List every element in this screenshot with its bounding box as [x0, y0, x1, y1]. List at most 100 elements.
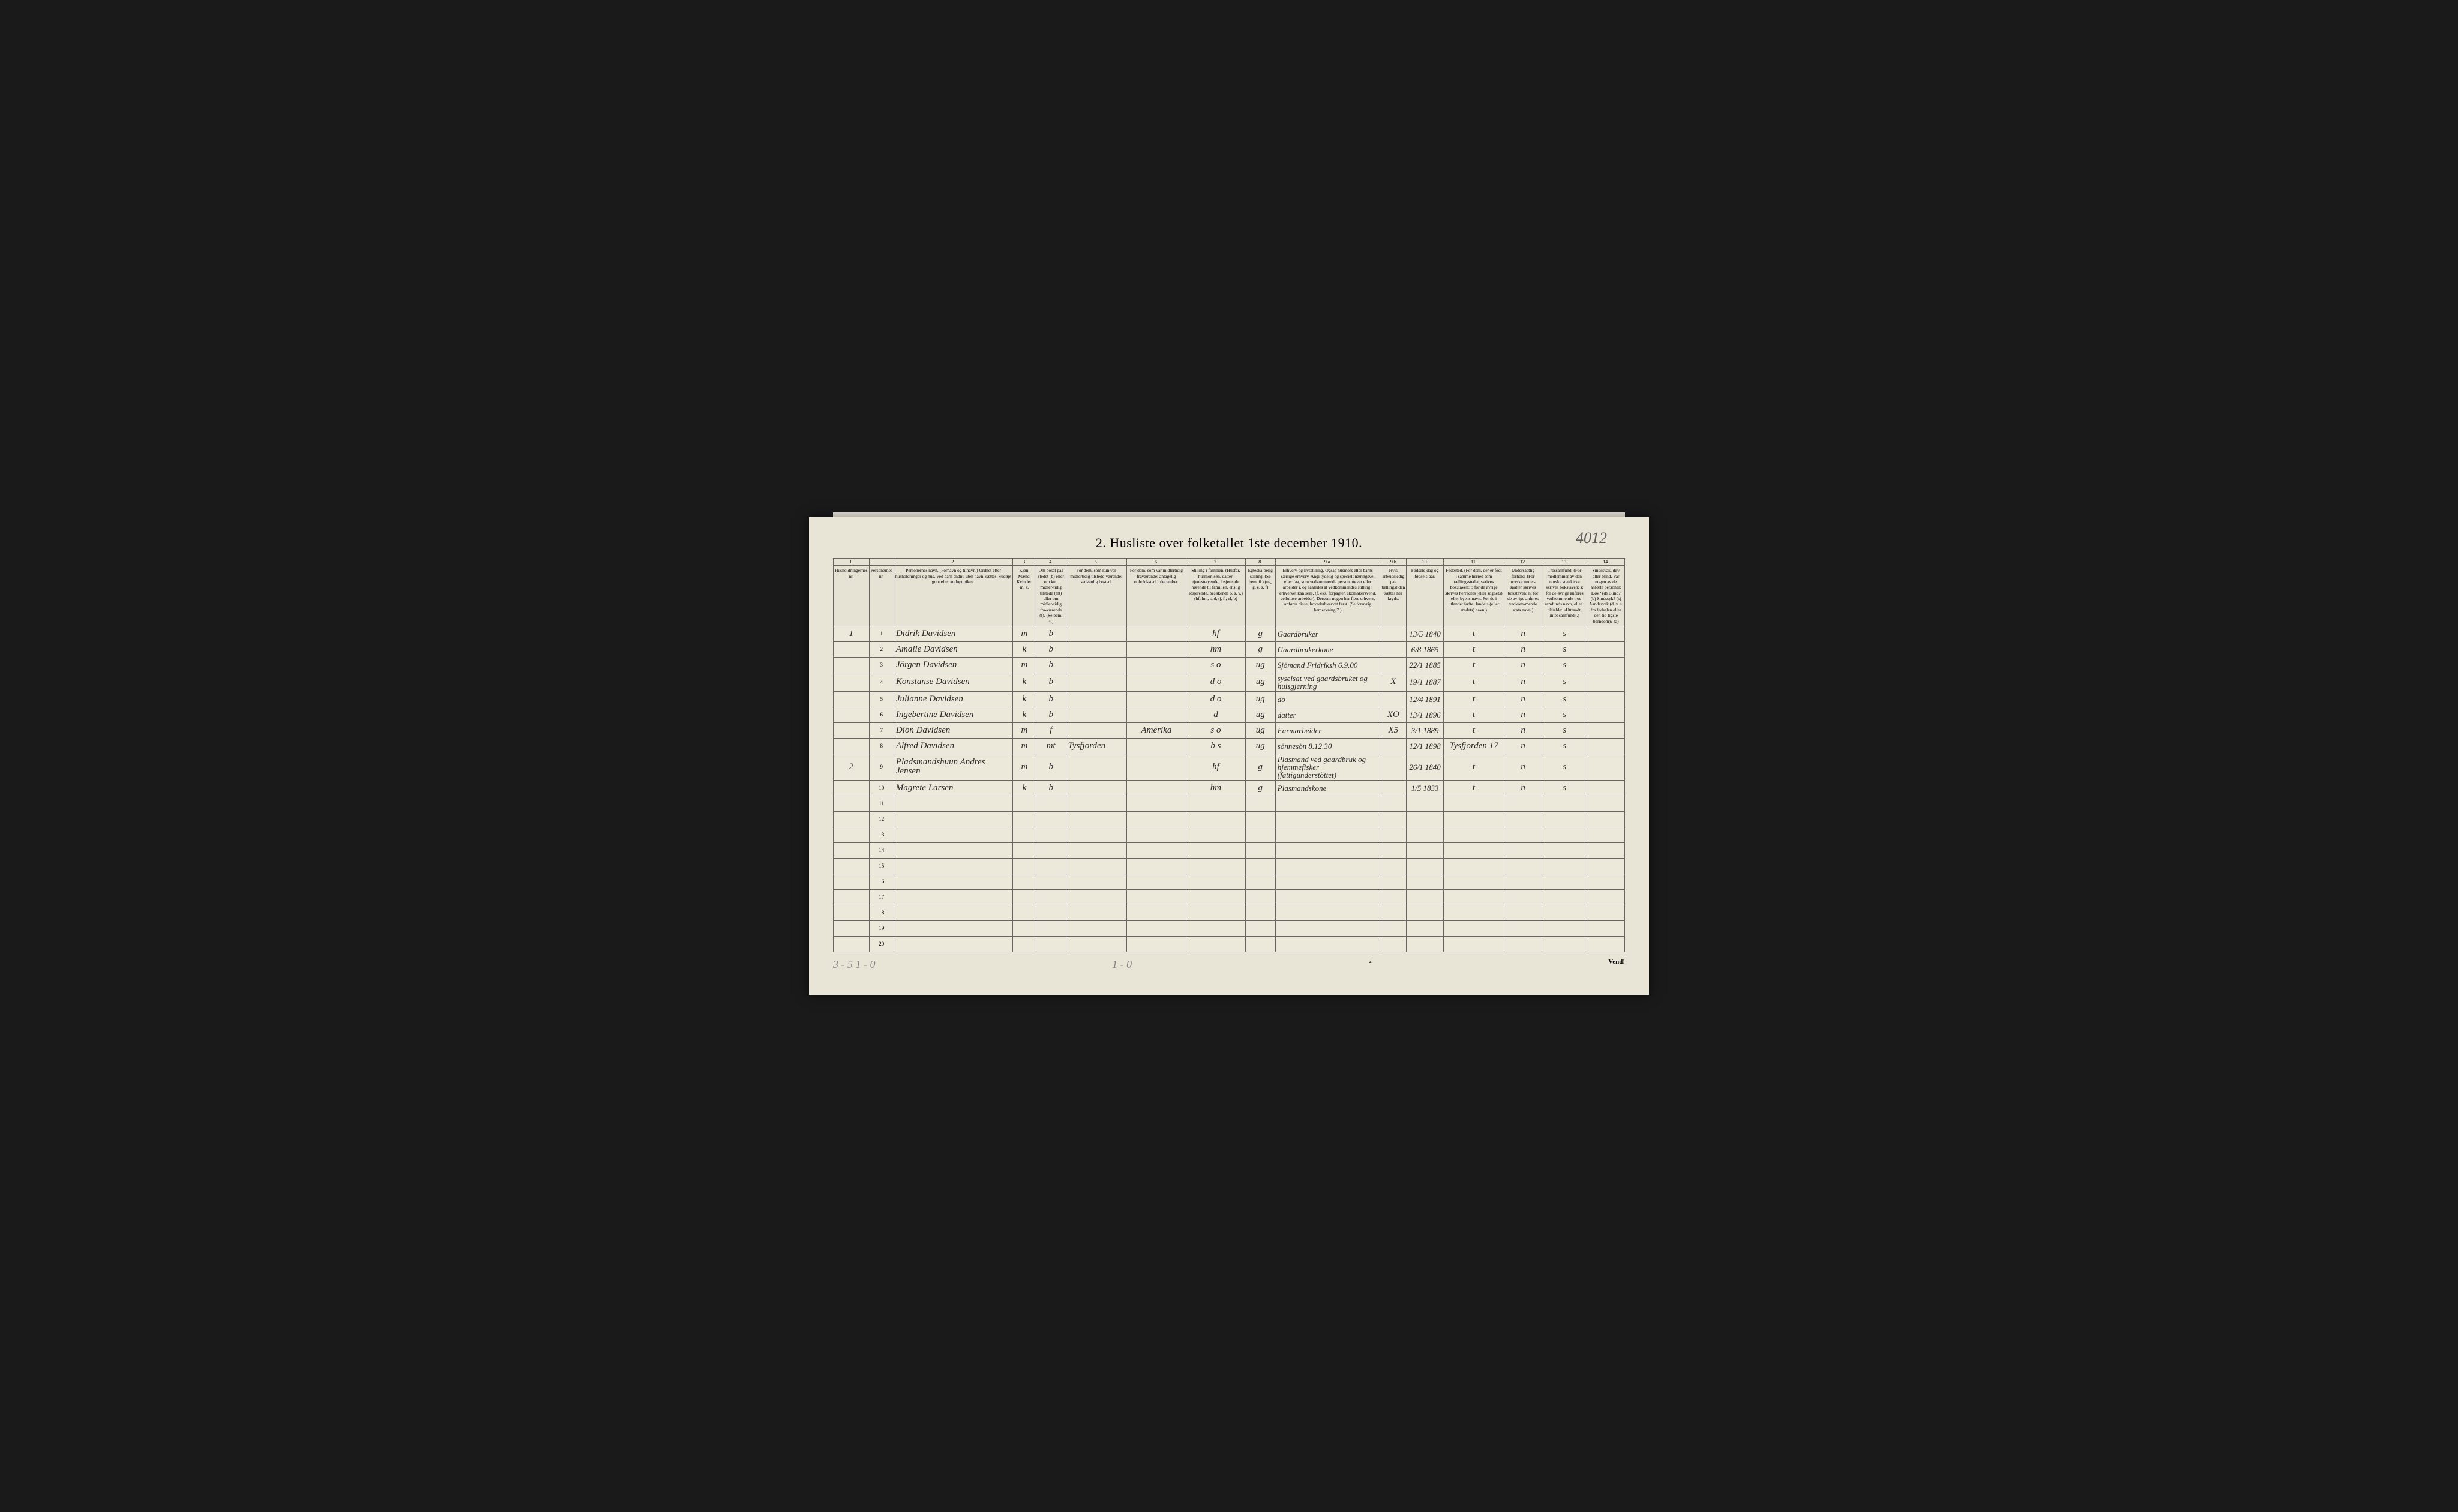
cell-unemployed — [1380, 641, 1407, 657]
colnum: 9 a. — [1275, 559, 1380, 566]
cell-birth: 12/4 1891 — [1407, 691, 1444, 707]
cell-marital: g — [1245, 641, 1275, 657]
col-header-birth: Fødsels-dag og fødsels-aar. — [1407, 566, 1444, 626]
cell-marital: g — [1245, 754, 1275, 780]
cell-disability — [1587, 657, 1625, 673]
cell-occupation: Plasmand ved gaardbruk og hjemmefisker (… — [1275, 754, 1380, 780]
cell-name: Magrete Larsen — [894, 780, 1012, 796]
cell-marital: ug — [1245, 691, 1275, 707]
cell-nationality: n — [1504, 754, 1542, 780]
cell-occupation: Gaardbrukerkone — [1275, 641, 1380, 657]
cell-household: 1 — [834, 626, 870, 641]
cell-name: Jörgen Davidsen — [894, 657, 1012, 673]
cell-name: Ingebertine Davidsen — [894, 707, 1012, 722]
col-header-disability: Sindssvak, døv eller blind. Var nogen av… — [1587, 566, 1625, 626]
cell-disability — [1587, 780, 1625, 796]
cell-person-nr: 9 — [869, 754, 894, 780]
cell-birth: 22/1 1885 — [1407, 657, 1444, 673]
pencil-tally-left: 3 - 5 1 - 0 — [833, 958, 876, 971]
cell-sex: k — [1013, 691, 1036, 707]
table-row-blank: 19 — [834, 920, 1625, 936]
cell-sex: k — [1013, 673, 1036, 691]
cell-person-nr: 8 — [869, 738, 894, 754]
cell-family: hm — [1186, 641, 1246, 657]
col-header-sex: Kjøn. Mænd. Kvinder. m. k. — [1013, 566, 1036, 626]
cell-birthplace: t — [1444, 707, 1504, 722]
cell-person-nr: 10 — [869, 780, 894, 796]
cell-birth: 13/1 1896 — [1407, 707, 1444, 722]
cell-person-nr: 18 — [869, 905, 894, 920]
cell-person-nr: 14 — [869, 842, 894, 858]
cell-birthplace: t — [1444, 754, 1504, 780]
cell-nationality: n — [1504, 626, 1542, 641]
cell-birth: 13/5 1840 — [1407, 626, 1444, 641]
cell-religion: s — [1542, 780, 1587, 796]
cell-marital: ug — [1245, 707, 1275, 722]
cell-religion: s — [1542, 722, 1587, 738]
cell-household — [834, 738, 870, 754]
cell-nationality: n — [1504, 780, 1542, 796]
cell-birth: 3/1 1889 — [1407, 722, 1444, 738]
colnum: 14. — [1587, 559, 1625, 566]
cell-away — [1126, 691, 1186, 707]
cell-away — [1126, 641, 1186, 657]
cell-name: Didrik Davidsen — [894, 626, 1012, 641]
cell-residence: b — [1036, 626, 1066, 641]
cell-disability — [1587, 626, 1625, 641]
footer-page-num: 2 — [1369, 958, 1372, 971]
cell-sex: m — [1013, 626, 1036, 641]
cell-religion: s — [1542, 707, 1587, 722]
cell-occupation: datter — [1275, 707, 1380, 722]
colnum: 10. — [1407, 559, 1444, 566]
cell-marital: ug — [1245, 673, 1275, 691]
cell-person-nr: 20 — [869, 936, 894, 952]
cell-residence: b — [1036, 641, 1066, 657]
table-row: 5Julianne Davidsenkbd ougdo12/4 1891tns — [834, 691, 1625, 707]
cell-family: hf — [1186, 626, 1246, 641]
cell-person-nr: 17 — [869, 889, 894, 905]
cell-religion: s — [1542, 626, 1587, 641]
cell-person-nr: 2 — [869, 641, 894, 657]
cell-marital: ug — [1245, 738, 1275, 754]
cell-household — [834, 796, 870, 811]
col-header-unemployed: Hvis arbeidsledig paa tællingstiden sætt… — [1380, 566, 1407, 626]
cell-family: hm — [1186, 780, 1246, 796]
table-row-blank: 15 — [834, 858, 1625, 874]
cell-household — [834, 722, 870, 738]
cell-residence: b — [1036, 780, 1066, 796]
col-header-name: Personernes navn. (Fornavn og tilnavn.) … — [894, 566, 1012, 626]
cell-unemployed — [1380, 780, 1407, 796]
table-row: 6Ingebertine DavidsenkbdugdatterXO13/1 1… — [834, 707, 1625, 722]
cell-usual — [1066, 657, 1126, 673]
table-row-blank: 11 — [834, 796, 1625, 811]
table-row-blank: 12 — [834, 811, 1625, 827]
cell-residence: mt — [1036, 738, 1066, 754]
colnum — [869, 559, 894, 566]
cell-occupation: syselsat ved gaardsbruket og huisgjernin… — [1275, 673, 1380, 691]
cell-family: d o — [1186, 691, 1246, 707]
cell-birthplace: t — [1444, 722, 1504, 738]
cell-disability — [1587, 691, 1625, 707]
table-row-blank: 18 — [834, 905, 1625, 920]
cell-occupation: do — [1275, 691, 1380, 707]
cell-residence: b — [1036, 657, 1066, 673]
cell-person-nr: 11 — [869, 796, 894, 811]
handwritten-page-number: 4012 — [1576, 529, 1607, 547]
cell-name: Amalie Davidsen — [894, 641, 1012, 657]
cell-occupation: Sjömand Fridriksh 6.9.00 — [1275, 657, 1380, 673]
colnum: 6. — [1126, 559, 1186, 566]
cell-usual — [1066, 673, 1126, 691]
cell-away — [1126, 673, 1186, 691]
cell-marital: ug — [1245, 722, 1275, 738]
cell-unemployed: X5 — [1380, 722, 1407, 738]
cell-household — [834, 842, 870, 858]
cell-sex: m — [1013, 657, 1036, 673]
cell-household — [834, 811, 870, 827]
cell-disability — [1587, 722, 1625, 738]
cell-household: 2 — [834, 754, 870, 780]
colnum: 2. — [894, 559, 1012, 566]
cell-household — [834, 874, 870, 889]
cell-residence: f — [1036, 722, 1066, 738]
cell-birthplace: t — [1444, 626, 1504, 641]
footer-turn-over: Vend! — [1608, 958, 1625, 971]
